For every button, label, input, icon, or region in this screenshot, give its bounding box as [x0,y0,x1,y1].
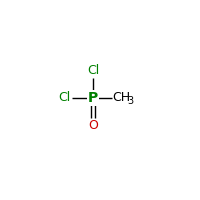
Text: P: P [88,91,98,105]
Text: O: O [88,119,98,132]
Text: CH: CH [113,91,131,104]
Text: Cl: Cl [87,64,99,77]
Text: 3: 3 [127,96,133,106]
Text: Cl: Cl [59,91,71,104]
